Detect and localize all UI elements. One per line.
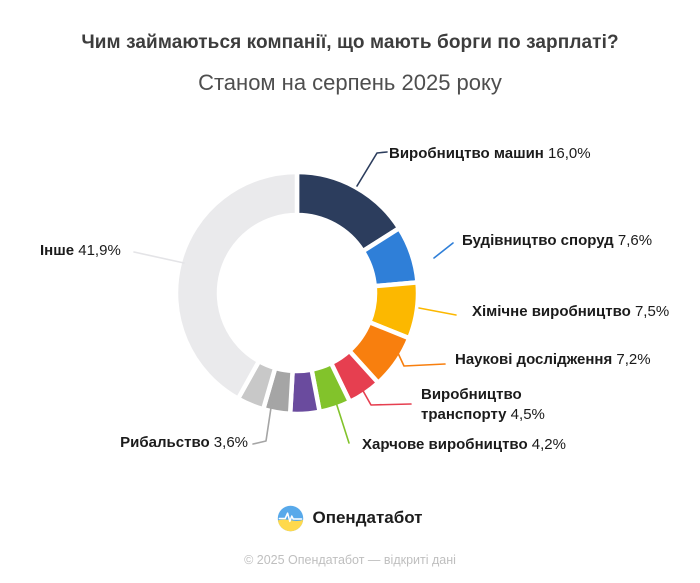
donut-slice-9 [173, 169, 300, 401]
slice-label-name: Наукові дослідження [455, 351, 613, 368]
leader-line-0 [356, 151, 388, 187]
leader-line-4 [361, 388, 412, 406]
slice-label-name: Інше [40, 242, 75, 259]
slice-label-name: Будівництво споруд [462, 232, 614, 249]
slice-label-value: 4,5% [506, 406, 545, 423]
slice-label-value: 16,0% [543, 145, 591, 162]
slice-label-5: Харчове виробництво 4,2% [362, 435, 566, 455]
leader-line-2 [418, 307, 457, 316]
opendatabot-logo: Опендатабот [0, 504, 700, 532]
slice-label-value: 7,6% [613, 232, 653, 249]
opendatabot-logo-icon [278, 505, 304, 531]
slice-label-2: Хімічне виробництво 7,5% [472, 302, 669, 322]
chart-title: Чим займаються компанії, що мають борги … [81, 32, 619, 53]
slice-label-value: 7,2% [612, 351, 651, 368]
copyright-footer: © 2025 Опендатабот — відкриті дані [244, 553, 456, 567]
leader-line-5 [332, 392, 350, 444]
leader-line-7 [252, 400, 273, 445]
leader-line-9 [133, 251, 185, 264]
slice-label-value: 3,6% [209, 434, 248, 451]
slice-label-7: Рибальство 3,6% [120, 433, 248, 453]
slice-label-name: Виробництво машин [389, 145, 544, 162]
slice-label-name: Хімічне виробництво [472, 303, 631, 320]
slice-label-0: Виробництво машин 16,0% [389, 144, 591, 164]
slice-label-1: Будівництво споруд 7,6% [462, 231, 652, 251]
leader-line-3 [396, 350, 446, 367]
leader-line-1 [433, 242, 454, 259]
pulse-line-icon [279, 511, 303, 522]
slice-label-4: Виробництво транспорту 4,5% [421, 385, 573, 425]
slice-label-9: Інше 41,9% [40, 241, 121, 261]
slice-label-value: 41,9% [74, 242, 121, 259]
chart-subtitle: Станом на серпень 2025 року [198, 70, 502, 95]
slice-label-value: 4,2% [527, 436, 566, 453]
slice-label-name: Виробництво транспорту [421, 386, 522, 423]
slice-label-name: Харчове виробництво [362, 436, 528, 453]
slice-label-name: Рибальство [120, 434, 210, 451]
slice-label-value: 7,5% [630, 303, 670, 320]
opendatabot-logo-text: Опендатабот [312, 508, 423, 527]
slice-label-3: Наукові дослідження 7,2% [455, 350, 651, 370]
